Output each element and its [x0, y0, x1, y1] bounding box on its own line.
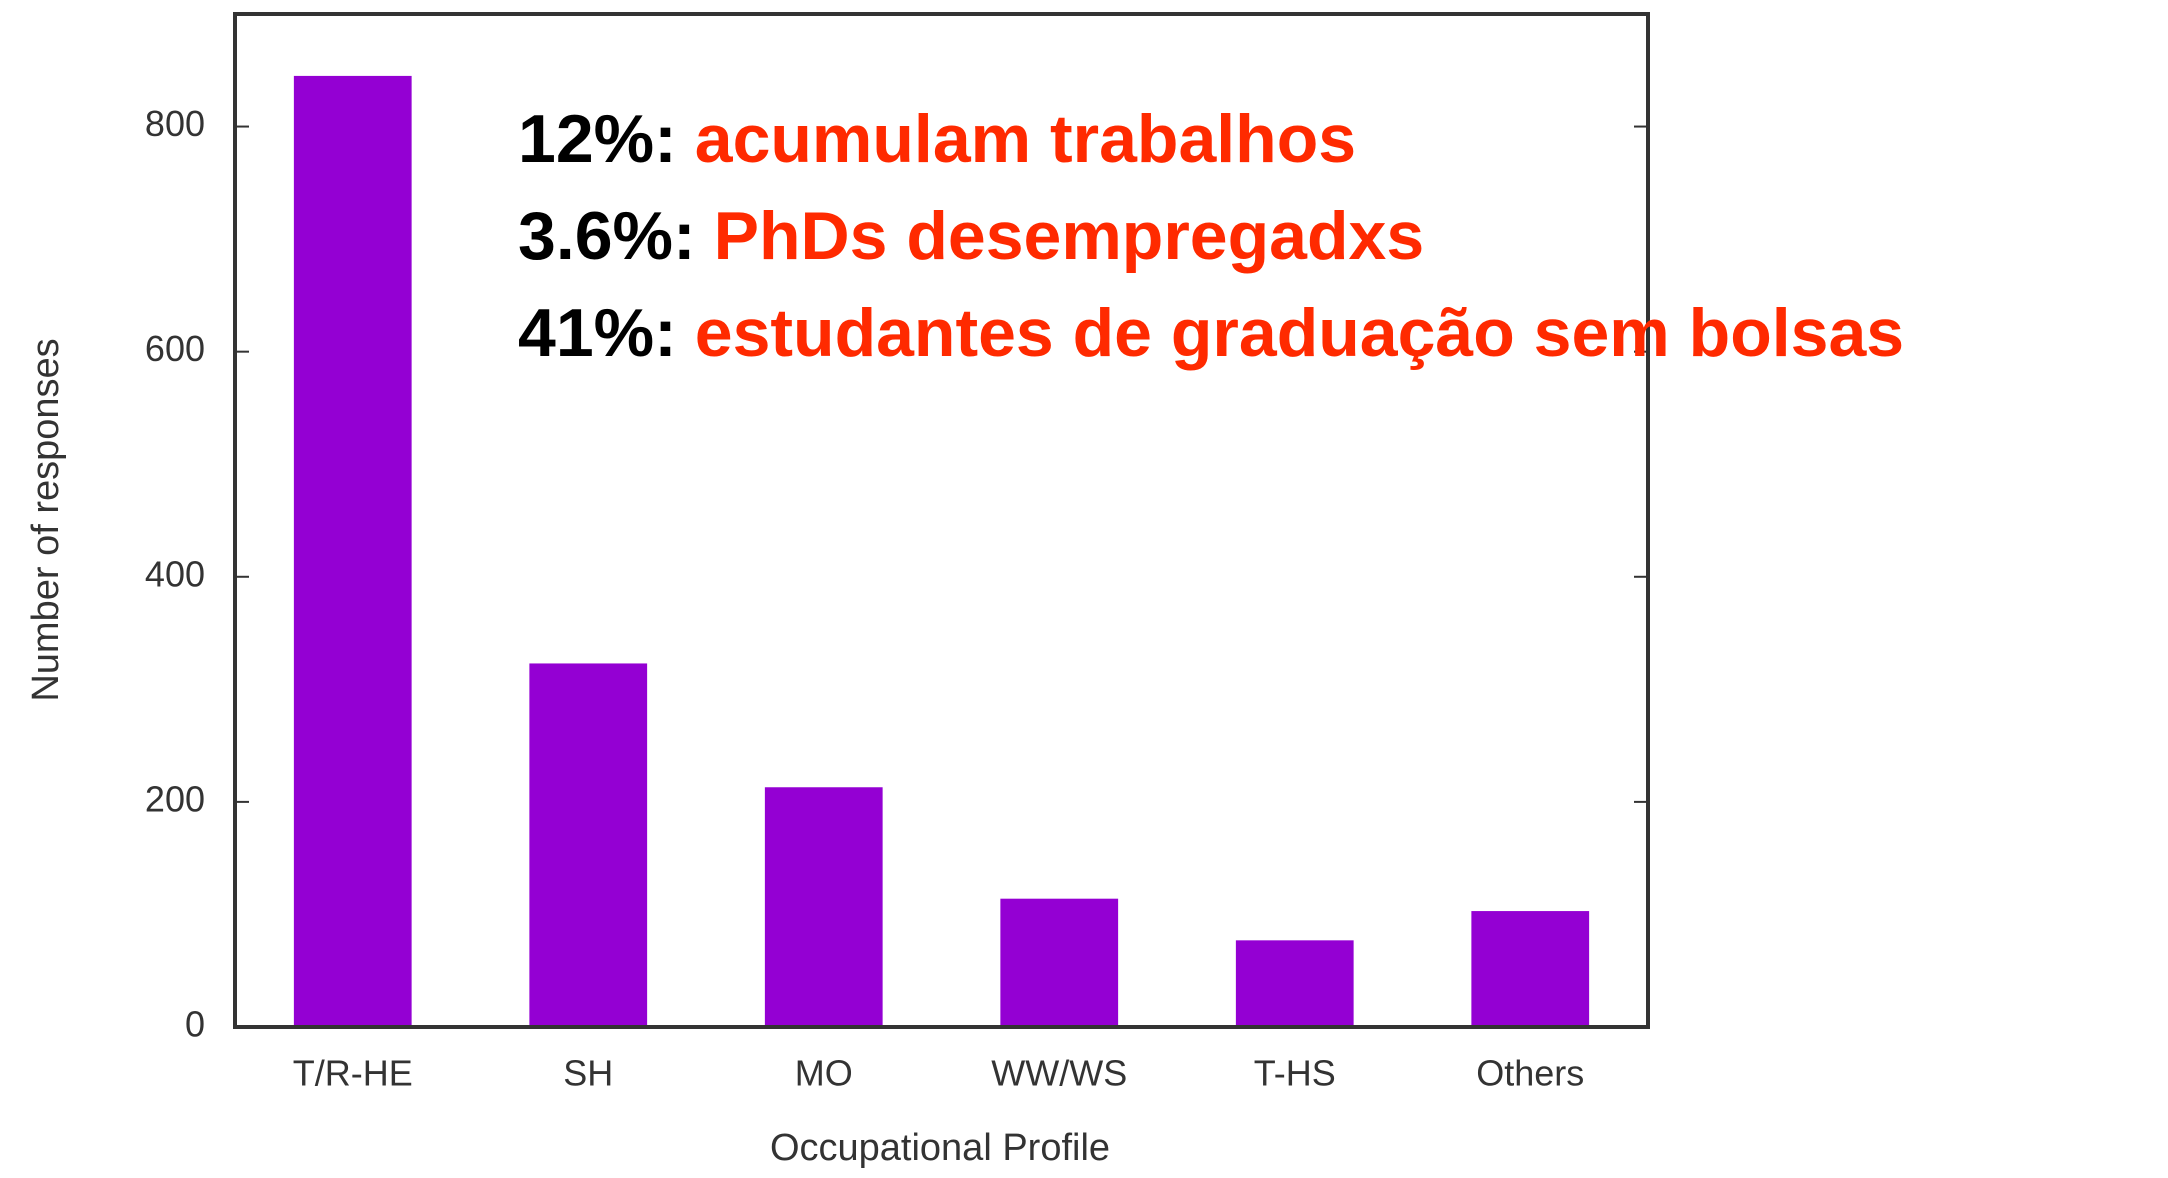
bar [1000, 898, 1119, 1027]
x-tick-label: SH [563, 1053, 613, 1094]
x-tick-label: T-HS [1254, 1053, 1336, 1094]
y-tick-label: 0 [185, 1004, 205, 1045]
bar [293, 75, 412, 1027]
annotation-text: PhDs desempregadxs [714, 198, 1425, 274]
bar [1235, 940, 1354, 1027]
annotation-prefix: 41%: [518, 295, 677, 371]
annotation: 41%: estudantes de graduação sem bolsas [518, 295, 1904, 371]
y-tick-label: 600 [145, 328, 205, 369]
bar [529, 663, 648, 1027]
x-tick-label: T/R-HE [293, 1053, 413, 1094]
y-tick-label: 200 [145, 778, 205, 819]
y-tick-label: 800 [145, 103, 205, 144]
annotation-prefix: 12%: [518, 101, 677, 177]
y-axis-label: Number of responses [25, 338, 67, 701]
x-tick-label: Others [1476, 1053, 1584, 1094]
x-axis-label: Occupational Profile [770, 1127, 1110, 1169]
bar [1471, 911, 1590, 1027]
annotation-prefix: 3.6%: [518, 198, 696, 274]
annotation: 12%: acumulam trabalhos [518, 101, 1356, 177]
y-tick-label: 400 [145, 553, 205, 594]
bar [764, 787, 883, 1027]
x-tick-label: MO [795, 1053, 853, 1094]
annotation-text: estudantes de graduação sem bolsas [695, 295, 1904, 371]
plot-frame [233, 12, 1650, 1029]
x-tick-label: WW/WS [991, 1053, 1127, 1094]
annotation-text: acumulam trabalhos [695, 101, 1356, 177]
annotation: 3.6%: PhDs desempregadxs [518, 198, 1424, 274]
